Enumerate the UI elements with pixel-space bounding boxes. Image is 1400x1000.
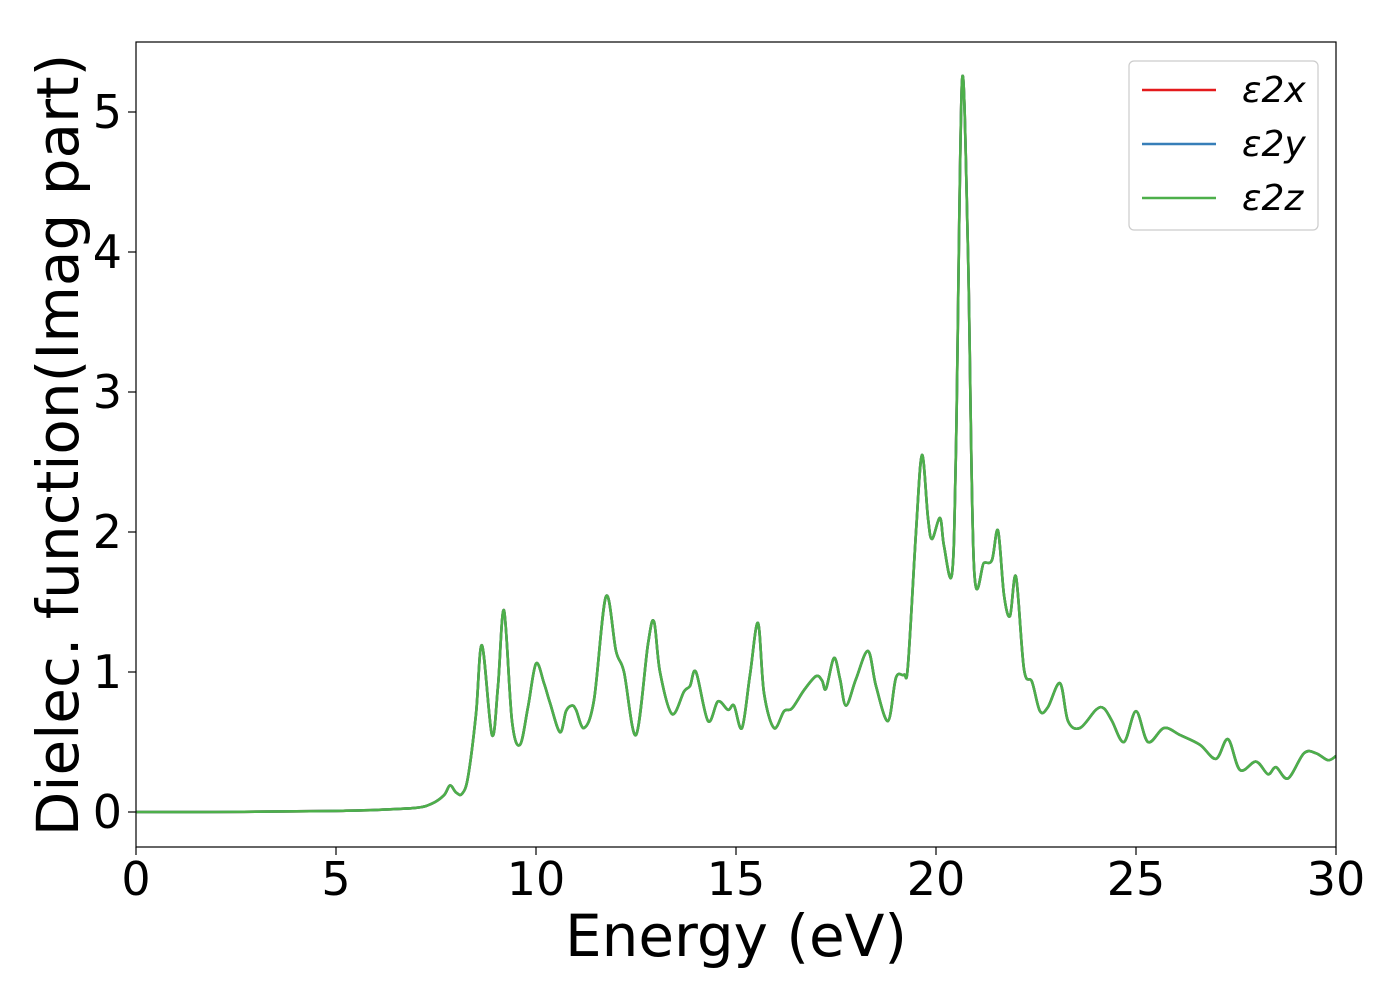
y-axis-ticks: 0 1 2 3 4 5	[93, 85, 136, 839]
y-tick-label: 1	[93, 645, 122, 699]
y-axis-title: Dielec. function(Imag part)	[24, 54, 92, 837]
legend-box	[1128, 60, 1319, 231]
y-tick-label: 4	[93, 225, 122, 279]
x-tick-label: 25	[1107, 852, 1166, 906]
y-tick-label: 3	[93, 365, 122, 419]
x-tick-label: 15	[707, 852, 766, 906]
x-axis-ticks: 0 5 10 15 20 25 30	[121, 847, 1365, 906]
x-axis-title: Energy (eV)	[565, 902, 907, 970]
y-tick-label: 2	[93, 505, 122, 559]
x-tick-label: 0	[121, 852, 150, 906]
x-tick-label: 20	[907, 852, 966, 906]
legend: ε2x ε2y ε2z	[1128, 60, 1319, 231]
x-tick-label: 5	[321, 852, 350, 906]
y-tick-label: 0	[93, 785, 122, 839]
legend-label: ε2z	[1242, 178, 1304, 219]
legend-label: ε2x	[1242, 70, 1306, 111]
x-tick-label: 30	[1307, 852, 1366, 906]
x-tick-label: 10	[507, 852, 566, 906]
series-line-3	[135, 74, 1337, 814]
legend-label: ε2y	[1242, 124, 1306, 165]
y-tick-label: 5	[93, 85, 122, 139]
series-layer	[135, 74, 1337, 814]
